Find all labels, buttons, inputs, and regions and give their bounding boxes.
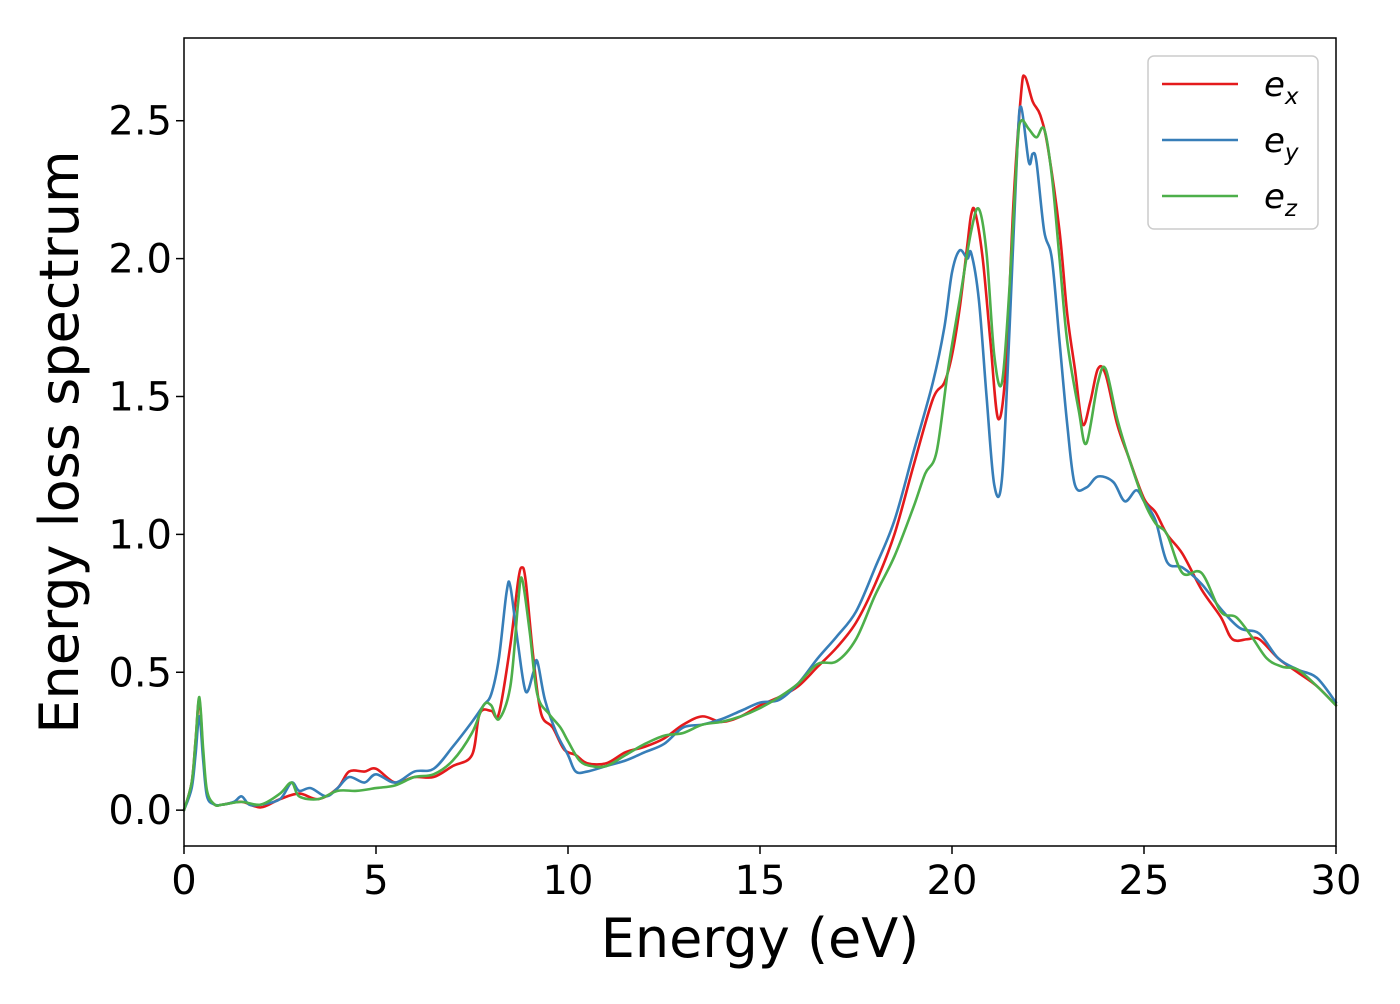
y-axis-title: Energy loss spectrum [28,150,91,733]
y-tick-label: 1.5 [108,374,172,420]
legend-label-base: e [1264,177,1285,217]
x-tick-label: 30 [1311,858,1362,904]
legend-label-x: ex [1264,65,1299,110]
y-tick-label: 1.0 [108,512,172,558]
legend-box [1147,55,1319,230]
x-tick-label: 15 [735,858,786,904]
legend-label-base: e [1264,65,1285,105]
series-layer [182,74,1338,812]
x-tick-label: 10 [543,858,594,904]
x-tick-label: 0 [171,858,196,904]
y-axis-ticks: 0.0 0.5 1.0 1.5 2.0 2.5 [108,99,184,834]
legend-label-base: e [1264,121,1285,161]
legend-label-z: ez [1264,177,1298,222]
y-tick-label: 0.0 [108,788,172,834]
legend-label-y: ey [1264,121,1299,166]
y-tick-label: 2.5 [108,99,172,145]
legend-label-subscript: y [1284,140,1299,166]
y-tick-label: 0.5 [108,650,172,696]
series-line-z [182,118,1338,812]
x-tick-label: 20 [927,858,978,904]
x-tick-label: 5 [363,858,388,904]
x-tick-label: 25 [1119,858,1170,904]
x-axis-title: Energy (eV) [601,907,920,970]
x-axis-ticks: 0 5 10 15 20 25 30 [171,846,1361,904]
legend-label-subscript: x [1284,84,1299,110]
legend-label-subscript: z [1284,196,1298,222]
y-tick-label: 2.0 [108,237,172,283]
